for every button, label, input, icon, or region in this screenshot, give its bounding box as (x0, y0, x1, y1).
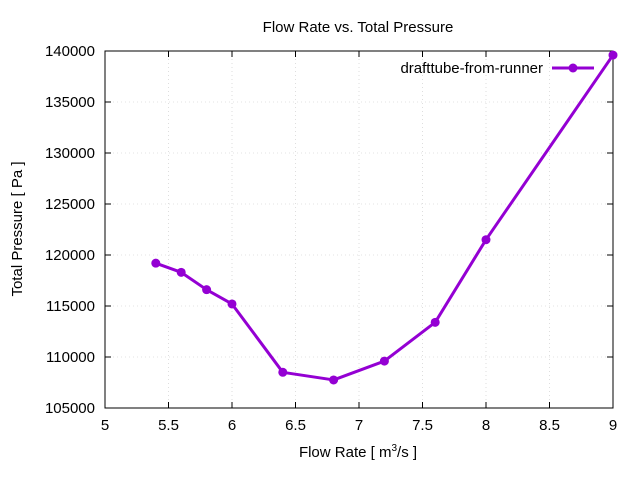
x-tick-label: 9 (609, 417, 617, 434)
plot-frame (104, 50, 614, 409)
x-tick-label: 6.5 (285, 417, 306, 434)
data-point (430, 317, 440, 327)
data-point (227, 299, 237, 309)
data-point (481, 235, 491, 245)
ticks: 5 5.5 6 6.5 7 7.5 8 8.5 9 105000 110000 115000 12000… (45, 43, 617, 434)
x-tick-label: 6 (228, 417, 236, 434)
legend: drafttube-from-runner (400, 60, 594, 77)
legend-label: drafttube-from-runner (400, 60, 543, 77)
x-axis-label-main: Flow Rate [ m (299, 444, 392, 461)
x-tick-label: 7.5 (412, 417, 433, 434)
data-point (176, 267, 186, 277)
legend-marker (568, 63, 578, 73)
x-tick-label: 8 (482, 417, 490, 434)
data-point (151, 258, 161, 268)
y-tick-label: 140000 (45, 43, 95, 60)
data-point (202, 285, 212, 295)
y-tick-label: 130000 (45, 145, 95, 162)
chart-title: Flow Rate vs. Total Pressure (263, 19, 454, 36)
series-line (155, 54, 615, 382)
x-tick-label: 7 (355, 417, 363, 434)
x-axis-label: Flow Rate [ m3/s ] (299, 443, 417, 461)
x-tick-label: 8.5 (539, 417, 560, 434)
data-point (278, 367, 288, 377)
grid (105, 51, 613, 408)
y-tick-label: 115000 (46, 298, 95, 315)
y-tick-label: 135000 (45, 94, 95, 111)
data-point (379, 356, 389, 366)
x-axis-label-sup: 3 (391, 443, 397, 454)
x-tick-label: 5 (101, 417, 109, 434)
y-tick-label: 125000 (45, 196, 95, 213)
y-tick-label: 120000 (45, 247, 95, 264)
y-tick-label: 110000 (46, 349, 95, 366)
series-layer (151, 50, 618, 385)
y-axis-label: Total Pressure [ Pa ] (9, 161, 26, 296)
x-axis-label-end: /s ] (397, 444, 417, 461)
data-point (608, 50, 618, 60)
x-tick-label: 5.5 (158, 417, 179, 434)
y-tick-label: 105000 (45, 400, 95, 417)
data-point (329, 375, 339, 385)
